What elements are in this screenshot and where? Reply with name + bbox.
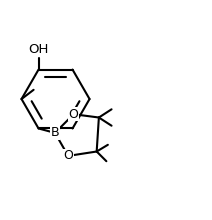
- Text: B: B: [51, 126, 59, 139]
- Text: OH: OH: [28, 43, 49, 56]
- Text: O: O: [69, 108, 79, 121]
- Text: O: O: [63, 149, 73, 162]
